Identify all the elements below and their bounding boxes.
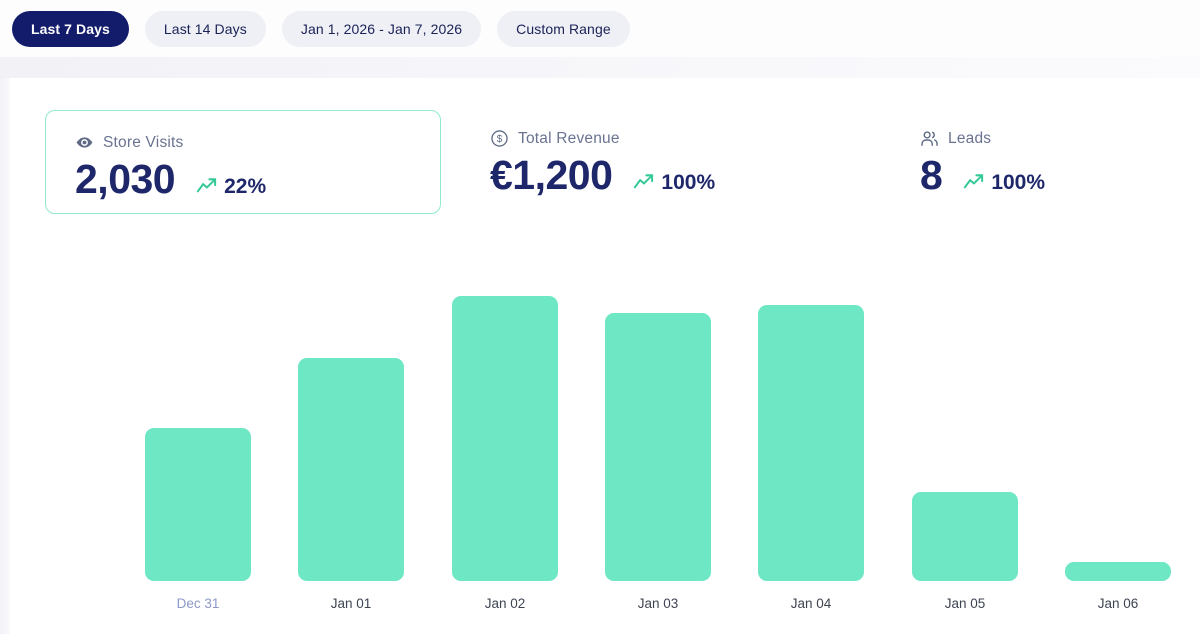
chart-bar-jan-01[interactable]: [298, 358, 404, 581]
stat-card-leads[interactable]: Leads 8 100%: [920, 129, 1045, 197]
stat-card-store-visits[interactable]: Store Visits 2,030 22%: [45, 110, 441, 214]
stat-label: Store Visits: [103, 133, 184, 151]
svg-text:$: $: [497, 134, 503, 145]
header-divider-band: [0, 57, 1200, 78]
chart-bar-jan-03[interactable]: [605, 313, 711, 581]
bar-chart: Dec 31 Jan 01 Jan 02 Jan 03 Jan 04 Jan 05 Jan …: [0, 240, 1200, 634]
stat-value: €1,200: [490, 152, 613, 198]
users-icon: [920, 129, 939, 148]
stat-label: Leads: [948, 129, 992, 147]
chart-bar-dec-31[interactable]: [145, 428, 251, 581]
left-edge-strip: [0, 78, 10, 634]
filter-pill-custom-range[interactable]: Custom Range: [497, 10, 630, 47]
stat-value: 8: [920, 152, 943, 198]
trend-percent: 22%: [224, 174, 267, 198]
chart-bar-jan-05[interactable]: [912, 492, 1018, 581]
filter-pill-jan-1-2026-jan-7-2026[interactable]: Jan 1, 2026 - Jan 7, 2026: [281, 10, 482, 47]
circle-dollar-icon: $: [490, 129, 509, 148]
x-axis-label-jan-02: Jan 02: [484, 596, 526, 611]
chart-bar-jan-06[interactable]: [1065, 562, 1171, 581]
chart-bar-jan-04[interactable]: [758, 305, 864, 581]
x-axis-label-jan-05: Jan 05: [944, 596, 986, 611]
stat-label: Total Revenue: [518, 129, 620, 147]
trending-up-icon: [632, 171, 655, 194]
trend-indicator: 100%: [962, 171, 1045, 195]
filter-pill-last-14-days[interactable]: Last 14 Days: [144, 10, 266, 47]
date-filter-bar: Last 7 Days Last 14 Days Jan 1, 2026 - Jan…: [0, 0, 1200, 57]
x-axis-label-jan-04: Jan 04: [790, 596, 832, 611]
x-axis-label-jan-03: Jan 03: [637, 596, 679, 611]
stat-card-total-revenue[interactable]: $ Total Revenue €1,200 100%: [490, 129, 715, 197]
trend-percent: 100%: [661, 170, 716, 194]
stat-value: 2,030: [75, 156, 176, 202]
trend-indicator: 100%: [632, 171, 715, 195]
chart-bar-jan-02[interactable]: [452, 296, 558, 581]
x-axis-label-jan-06: Jan 06: [1097, 596, 1139, 611]
trend-percent: 100%: [991, 170, 1046, 194]
x-axis-label-dec-31: Dec 31: [176, 596, 220, 611]
filter-pill-last-7-days[interactable]: Last 7 Days: [12, 10, 129, 47]
x-axis-label-jan-01: Jan 01: [330, 596, 372, 611]
trending-up-icon: [195, 175, 218, 198]
eye-icon: [75, 133, 94, 152]
trend-indicator: 22%: [195, 175, 266, 199]
trending-up-icon: [962, 171, 985, 194]
